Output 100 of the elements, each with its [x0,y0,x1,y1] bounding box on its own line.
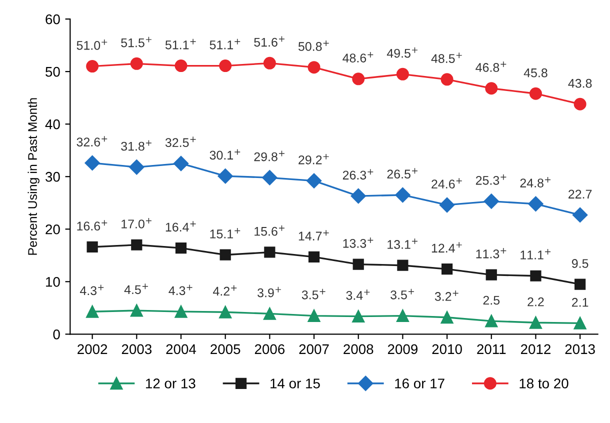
x-tick-label: 2004 [166,344,196,354]
y-axis-title: Percent Using in Past Month [28,98,40,255]
data-label: 13.3$^{+}$ [343,237,374,248]
point [352,72,365,86]
data-label: 29.8$^{+}$ [254,150,284,162]
point [306,173,322,188]
data-label: 2.1 [572,298,588,307]
point [173,156,189,172]
y-tick-label: 10 [46,276,60,287]
x-tick-label: 2013 [565,344,595,354]
point [572,207,588,223]
x-tick-label: 2006 [254,344,285,354]
data-label: 32.5$^{+}$ [165,136,196,148]
data-label: 24.6$^{+}$ [432,178,462,188]
data-label: 51.5$^{+}$ [121,36,152,48]
data-label: 14.7$^{+}$ [298,230,329,240]
point [528,196,544,212]
point [397,260,408,271]
data-label: 26.5$^{+}$ [387,168,418,179]
point [396,68,409,80]
data-label: 4.2$^{+}$ [213,285,237,296]
data-label: 2.2 [528,297,544,306]
point [220,249,231,260]
data-label: 11.1$^{+}$ [520,249,551,260]
point [175,242,187,254]
legend-label: 18 to 20 [520,378,568,388]
point [439,197,455,213]
data-label: 3.5$^{+}$ [302,288,326,300]
point [484,194,499,209]
point [263,56,276,70]
point [485,82,498,95]
point [84,155,100,171]
point [308,251,320,263]
point [218,168,233,184]
point [130,304,143,317]
x-tick-label: 2002 [78,344,108,354]
point [350,188,366,204]
point [130,57,143,70]
point [529,316,542,329]
data-label: 46.8$^{+}$ [476,62,506,72]
data-label: 29.2$^{+}$ [298,154,329,164]
data-label: 50.8$^{+}$ [298,40,329,51]
legend-label: 12 or 13 [146,378,196,388]
data-label: 45.8 [524,68,548,78]
x-tick-label: 2012 [520,344,550,354]
data-label: 25.3$^{+}$ [476,174,506,185]
point [395,187,410,203]
point [219,306,232,318]
point [308,310,320,322]
data-label: 3.2$^{+}$ [434,290,458,301]
data-label: 30.1$^{+}$ [210,149,240,160]
data-label: 48.5$^{+}$ [431,52,462,63]
y-tick-label: 20 [46,224,60,234]
data-label: 49.5$^{+}$ [386,47,418,58]
data-label: 15.6$^{+}$ [254,225,284,236]
point [396,310,409,322]
point [219,60,232,72]
point [486,269,497,280]
data-label: 51.1$^{+}$ [165,38,196,50]
x-tick-label: 2007 [299,344,329,354]
data-label: 9.5 [572,259,588,268]
data-label: 17.0$^{+}$ [122,218,152,228]
point [263,307,276,320]
point [174,305,188,318]
x-tick-label: 2010 [432,344,462,354]
data-label: 48.6$^{+}$ [342,52,374,62]
data-label: 16.6$^{+}$ [77,220,108,231]
data-label: 51.1$^{+}$ [210,38,240,50]
point [440,311,454,324]
legend-label: 16 or 17 [395,378,444,388]
data-label: 15.1$^{+}$ [210,228,240,238]
data-label: 2.5 [483,296,500,305]
legend-label: 14 or 15 [270,378,320,388]
point [574,278,586,290]
point [262,170,278,186]
data-label: 12.4$^{+}$ [432,242,462,252]
x-tick-label: 2009 [388,344,418,354]
point [352,258,364,270]
y-tick-label: 50 [46,66,60,77]
point [308,61,320,74]
x-tick-label: 2005 [210,344,240,354]
data-label: 3.5$^{+}$ [390,288,414,300]
y-tick-label: 40 [45,119,60,130]
point [129,160,144,175]
data-label: 4.5$^{+}$ [124,284,148,294]
data-label: 32.6$^{+}$ [76,136,108,146]
point [264,246,276,258]
point [574,316,586,330]
x-tick-label: 2011 [477,344,506,354]
y-tick-label: 30 [46,172,60,182]
data-label: 11.3$^{+}$ [476,248,506,258]
data-label: 31.8$^{+}$ [121,140,152,151]
point [440,73,454,86]
point [441,263,453,275]
data-label: 4.3$^{+}$ [80,284,104,296]
data-label: 51.0$^{+}$ [76,39,108,50]
point [530,270,542,282]
point [86,241,98,253]
data-label: 22.7 [568,190,592,198]
point [131,239,142,250]
